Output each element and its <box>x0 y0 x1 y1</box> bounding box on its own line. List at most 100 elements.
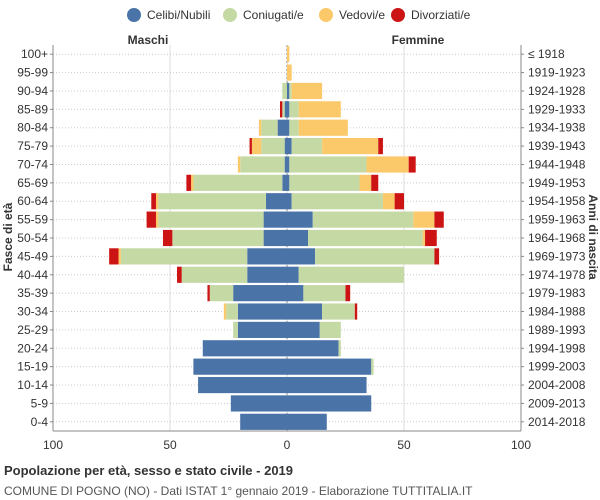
bar-male-celibi-nubili <box>282 174 287 191</box>
bar-male-divorziati-e <box>207 285 210 302</box>
bar-male-celibi-nubili <box>193 358 287 375</box>
females-header: Femmine <box>392 33 445 47</box>
bar-female-celibi-nubili <box>287 82 290 100</box>
age-group-label: 100+ <box>21 47 48 61</box>
bar-female-coniugati-e <box>371 358 374 375</box>
bar-female-celibi-nubili <box>287 321 320 338</box>
bar-female-celibi-nubili <box>287 376 367 394</box>
bar-female-coniugati-e <box>315 248 435 265</box>
x-tick-label: 0 <box>284 438 291 452</box>
bar-female-celibi-nubili <box>287 285 304 302</box>
bar-female-vedovi-e <box>413 211 435 228</box>
bar-male-vedovi-e <box>251 138 262 155</box>
bar-female-celibi-nubili <box>287 340 339 357</box>
bar-female-vedovi-e <box>287 46 290 63</box>
bar-female-celibi-nubili <box>287 101 290 118</box>
age-group-label: 45-49 <box>17 249 48 263</box>
x-tick-label: 50 <box>163 438 177 452</box>
bar-female-celibi-nubili <box>287 413 327 430</box>
bar-male-vedovi-e <box>155 193 159 210</box>
legend-label-coniugati-e: Coniugati/e <box>243 8 304 22</box>
bar-male-celibi-nubili <box>265 193 287 210</box>
birth-year-label: 1939-1943 <box>528 139 586 153</box>
birth-year-label: 1964-1968 <box>528 231 586 245</box>
bar-female-divorziati-e <box>378 138 383 155</box>
bar-female-coniugati-e <box>291 138 323 155</box>
bar-female-coniugati-e <box>298 266 404 283</box>
bar-male-coniugati-e <box>261 138 285 155</box>
legend-label-vedovi-e: Vedovi/e <box>339 8 385 22</box>
bars <box>109 46 444 430</box>
birth-year-label: 1919-1923 <box>528 66 586 80</box>
age-group-label: 35-39 <box>17 286 48 300</box>
birth-year-label: 1954-1958 <box>528 194 586 208</box>
bar-male-coniugati-e <box>158 211 264 228</box>
bar-male-vedovi-e <box>118 248 121 265</box>
bar-female-celibi-nubili <box>287 303 323 320</box>
bar-female-celibi-nubili <box>287 156 290 173</box>
legend-marker-celibi-nubili <box>127 8 141 22</box>
left-axis-title: Fasce di età <box>1 202 15 271</box>
bar-male-divorziati-e <box>162 229 173 247</box>
bar-male-vedovi-e <box>223 303 227 320</box>
legend-marker-vedovi-e <box>319 8 333 22</box>
bar-male-celibi-nubili <box>247 266 287 283</box>
birth-year-label: 1959-1963 <box>528 213 586 227</box>
bar-female-vedovi-e <box>359 174 372 191</box>
bar-male-divorziati-e <box>109 248 119 265</box>
bar-female-vedovi-e <box>287 64 292 81</box>
bar-male-celibi-nubili <box>284 138 287 155</box>
bar-female-celibi-nubili <box>287 248 316 265</box>
bar-female-vedovi-e <box>291 82 323 100</box>
birth-year-label: 2009-2013 <box>528 396 586 410</box>
bar-male-celibi-nubili <box>240 413 287 430</box>
bar-female-vedovi-e <box>322 138 379 155</box>
birth-year-label: 1979-1983 <box>528 286 586 300</box>
bar-male-celibi-nubili <box>237 321 287 338</box>
bar-male-coniugati-e <box>282 101 285 118</box>
bar-female-vedovi-e <box>298 101 341 118</box>
bar-female-coniugati-e <box>312 211 414 228</box>
bar-female-coniugati-e <box>319 321 341 338</box>
bar-male-celibi-nubili <box>284 156 287 173</box>
bar-female-coniugati-e <box>289 82 292 100</box>
age-group-label: 40-44 <box>17 268 48 282</box>
birth-year-label: 1974-1978 <box>528 268 586 282</box>
age-group-label: 30-34 <box>17 305 48 319</box>
age-group-label: 95-99 <box>17 66 48 80</box>
bar-female-celibi-nubili <box>287 193 292 210</box>
bar-male-coniugati-e <box>120 248 248 265</box>
axes: 100 50 0 50 100 100+ ≤ 1918 95-99 1919-1923 90-94… <box>17 45 586 452</box>
bar-female-celibi-nubili <box>287 138 292 155</box>
age-group-label: 75-79 <box>17 139 48 153</box>
bar-female-coniugati-e <box>289 174 360 191</box>
bar-male-celibi-nubili <box>263 229 287 247</box>
bar-female-coniugati-e <box>291 193 383 210</box>
bar-female-vedovi-e <box>422 229 426 247</box>
bar-male-celibi-nubili <box>233 285 287 302</box>
bar-female-vedovi-e <box>298 119 348 136</box>
right-axis-title: Anni di nascita <box>586 194 600 280</box>
age-group-label: 90-94 <box>17 84 48 98</box>
birth-year-label: ≤ 1918 <box>528 47 565 61</box>
bar-female-divorziati-e <box>345 285 351 302</box>
bar-female-coniugati-e <box>289 156 367 173</box>
bar-female-celibi-nubili <box>287 266 299 283</box>
bar-female-coniugati-e <box>338 340 341 357</box>
birth-year-label: 1999-2003 <box>528 360 586 374</box>
bar-male-coniugati-e <box>226 303 238 320</box>
bar-female-celibi-nubili <box>287 119 290 136</box>
bar-female-divorziati-e <box>425 229 437 247</box>
bar-female-divorziati-e <box>354 303 358 320</box>
age-group-label: 55-59 <box>17 213 48 227</box>
bar-male-coniugati-e <box>233 321 238 338</box>
bar-female-divorziati-e <box>434 211 444 228</box>
bar-female-vedovi-e <box>382 193 395 210</box>
bar-male-divorziati-e <box>177 266 182 283</box>
birth-year-label: 1949-1953 <box>528 176 586 190</box>
bar-male-divorziati-e <box>249 138 252 155</box>
bar-female-celibi-nubili <box>287 395 372 412</box>
x-tick-label: 100 <box>43 438 63 452</box>
birth-year-label: 1969-1973 <box>528 249 586 263</box>
